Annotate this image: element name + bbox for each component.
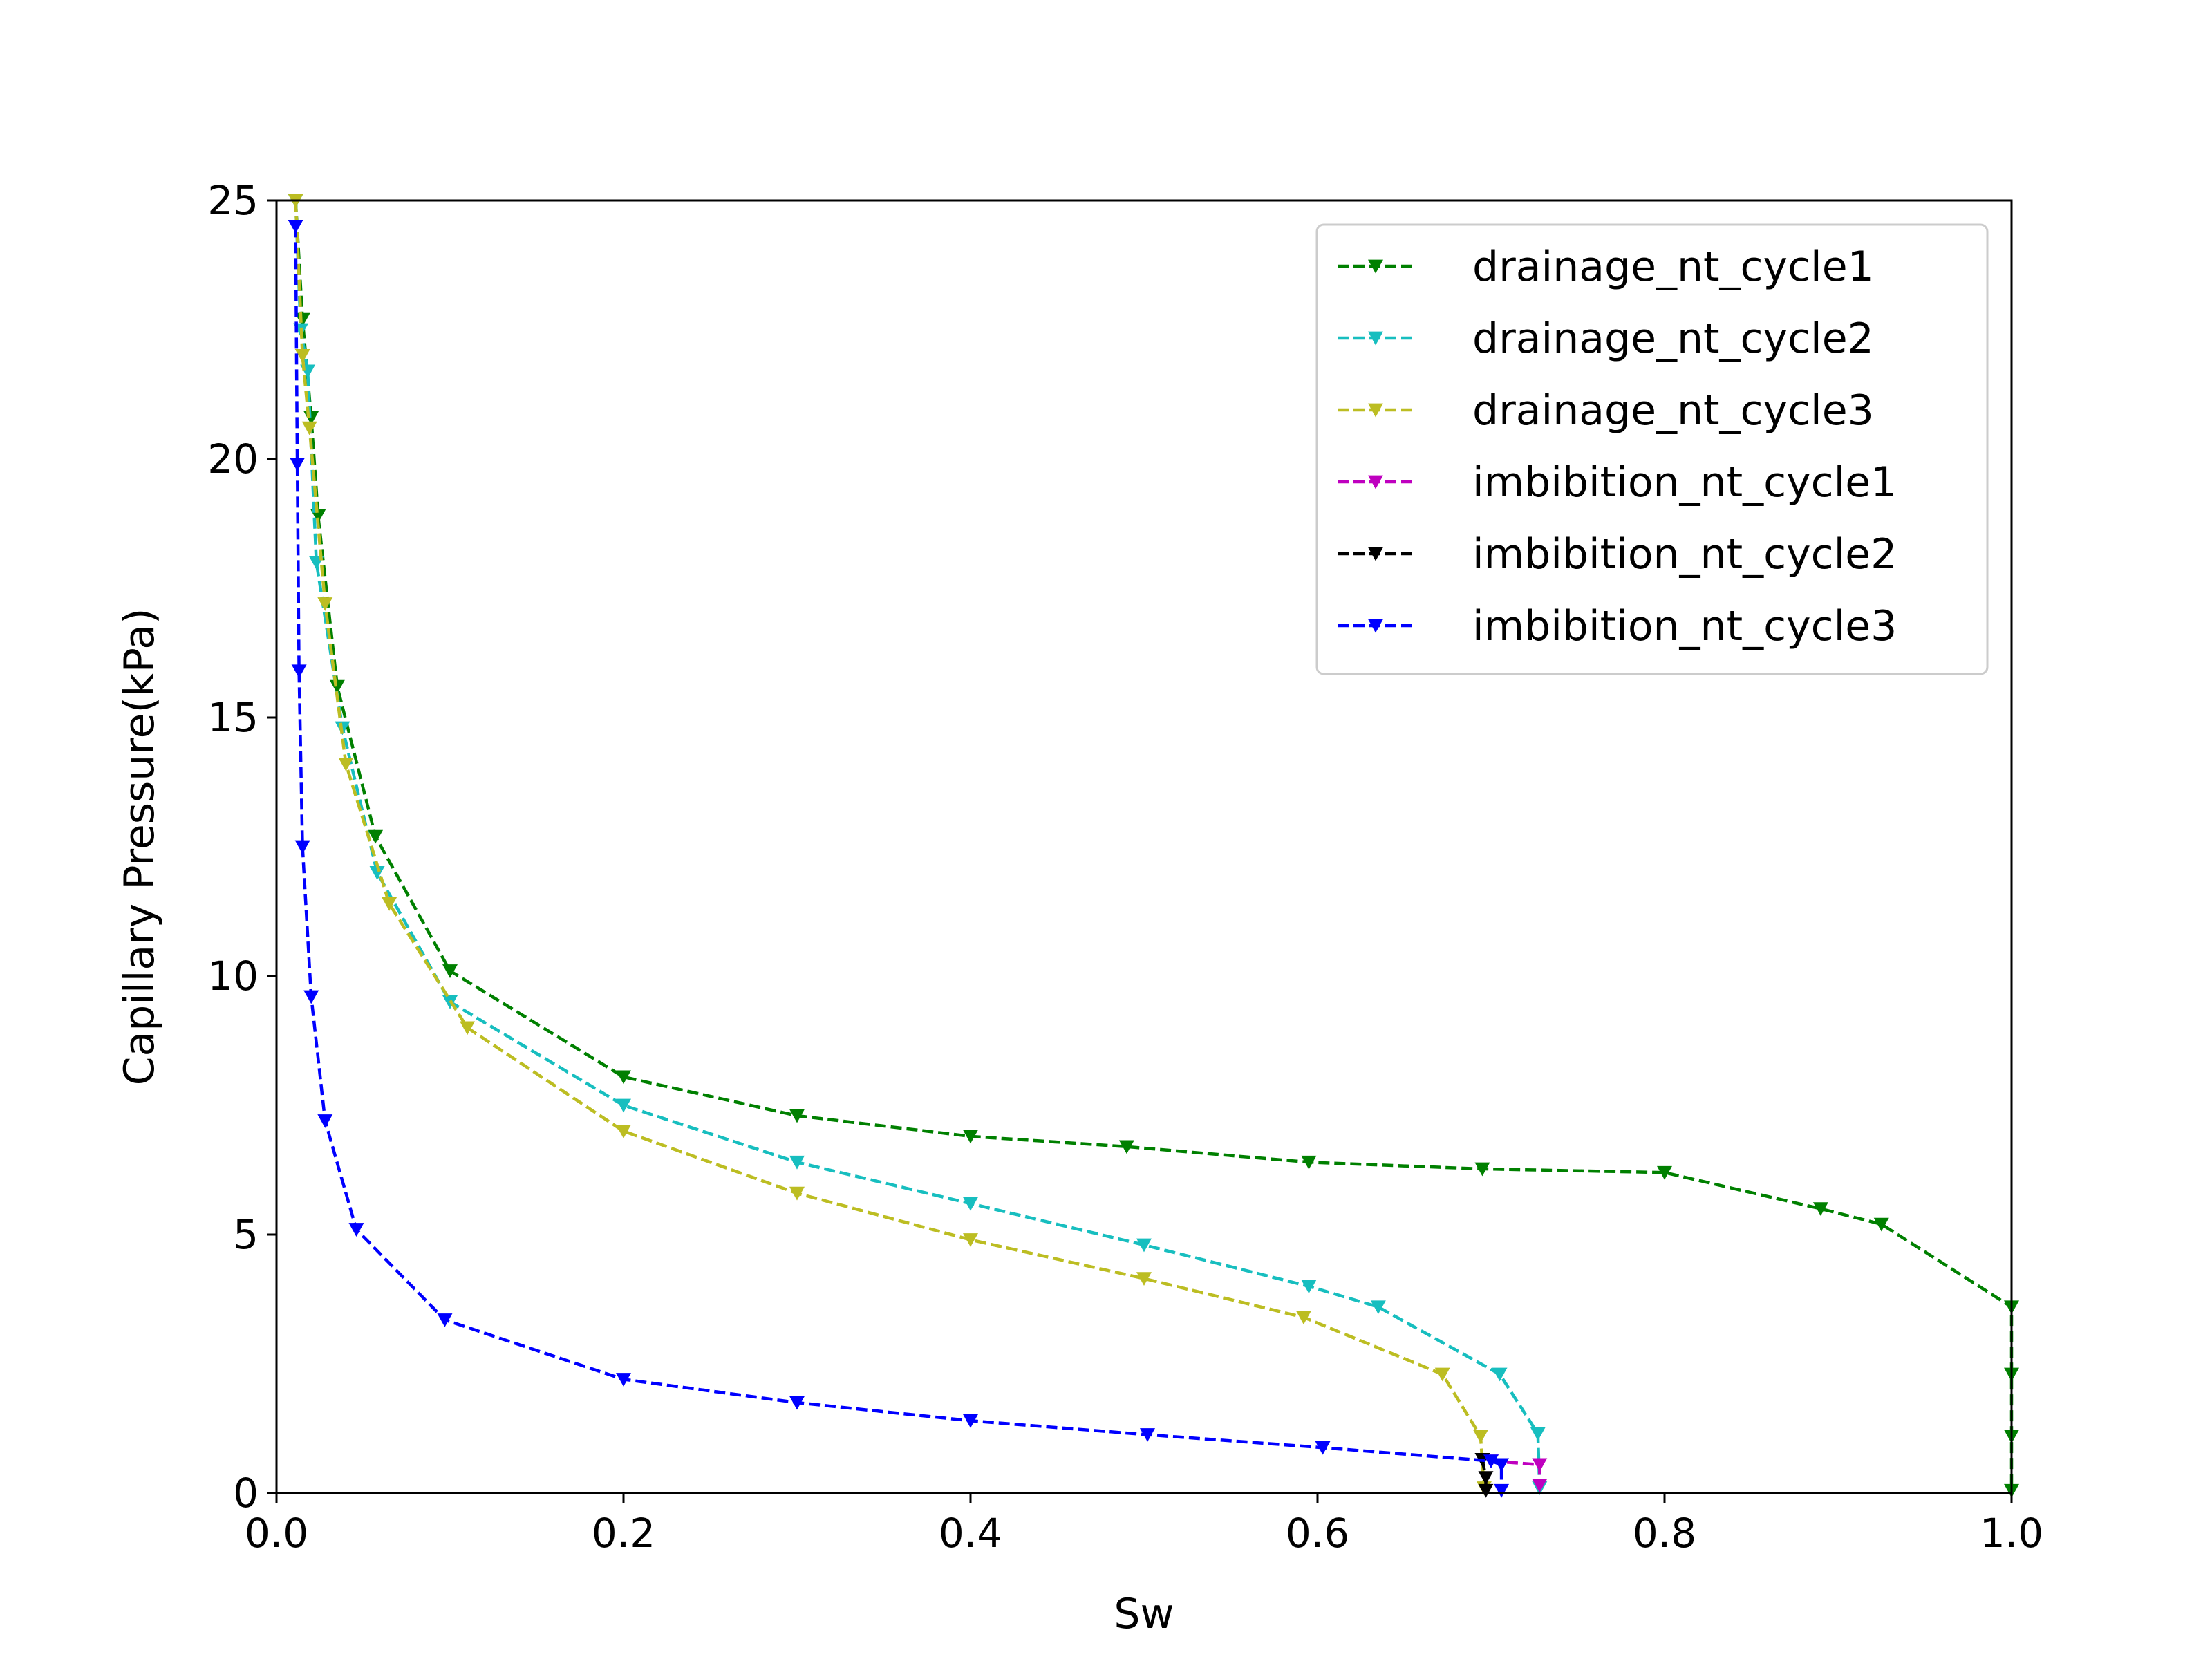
data-point xyxy=(1315,1441,1331,1455)
x-tick-label: 0.0 xyxy=(245,1510,308,1557)
data-point xyxy=(288,220,303,234)
data-point xyxy=(1140,1428,1156,1442)
x-tick-label: 0.6 xyxy=(1286,1510,1349,1557)
data-point xyxy=(382,897,397,911)
data-point xyxy=(963,1130,978,1144)
data-point xyxy=(1483,1454,1499,1469)
data-point xyxy=(1478,1483,1494,1498)
legend-label: imbibition_nt_cycle3 xyxy=(1472,602,1897,650)
x-tick-label: 0.2 xyxy=(592,1510,655,1557)
data-point xyxy=(1494,1483,1510,1498)
legend: drainage_nt_cycle1 drainage_nt_cycle2drai… xyxy=(1315,223,1989,675)
series-layer xyxy=(288,194,2019,1498)
legend-label: drainage_nt_cycle3 xyxy=(1472,386,1874,435)
legend-label: imbibition_nt_cycle2 xyxy=(1472,530,1897,579)
data-point xyxy=(294,840,310,854)
y-tick-label: 10 xyxy=(207,953,259,1000)
legend-label: drainage_nt_cycle2 xyxy=(1472,315,1874,363)
data-point xyxy=(291,664,307,679)
data-point xyxy=(317,597,333,611)
x-tick-label: 0.8 xyxy=(1633,1510,1696,1557)
data-point xyxy=(1434,1367,1450,1382)
y-axis: 0 5 10 15 20 25 xyxy=(207,177,276,1517)
x-tick-label: 0.4 xyxy=(939,1510,1002,1557)
x-axis-label: Sw xyxy=(1114,1590,1174,1638)
data-point xyxy=(368,830,384,844)
series-line xyxy=(294,200,1541,1488)
data-point xyxy=(789,1186,805,1201)
legend-marker xyxy=(1368,547,1383,561)
data-point xyxy=(303,990,319,1004)
data-point xyxy=(1478,1471,1494,1485)
data-point xyxy=(1812,1202,1828,1217)
data-point xyxy=(290,458,306,471)
series-line xyxy=(294,200,1486,1488)
plot-frame xyxy=(275,199,2013,1494)
data-point xyxy=(789,1155,805,1170)
legend-marker xyxy=(1368,259,1383,274)
data-point xyxy=(1532,1458,1548,1472)
y-tick-label: 20 xyxy=(207,435,259,482)
legend-marker xyxy=(1368,331,1383,346)
x-axis: 0.0 0.2 0.4 0.6 0.8 1.0 xyxy=(245,1493,2043,1557)
y-tick-label: 5 xyxy=(233,1211,259,1258)
legend-entry: imbibition_nt_cycle1 xyxy=(1338,458,1897,507)
data-point xyxy=(789,1396,805,1410)
data-point xyxy=(616,1098,631,1113)
data-point xyxy=(963,1233,978,1247)
data-point xyxy=(338,757,354,771)
y-axis-label: Capillary Pressure(kPa) xyxy=(115,608,164,1086)
data-point xyxy=(1136,1272,1152,1286)
data-point xyxy=(616,1373,631,1387)
data-point xyxy=(616,1125,631,1138)
data-point xyxy=(1474,1162,1490,1177)
data-point xyxy=(1370,1300,1386,1315)
legend-marker xyxy=(1368,475,1383,489)
legend-entry: drainage_nt_cycle2 xyxy=(1338,315,1874,363)
legend-marker xyxy=(1368,619,1383,633)
legend-box xyxy=(1315,223,1989,675)
y-tick-label: 0 xyxy=(233,1470,259,1517)
legend-entry: imbibition_nt_cycle2 xyxy=(1338,530,1897,579)
data-point xyxy=(294,349,310,363)
data-point xyxy=(1301,1280,1317,1294)
data-point xyxy=(963,1414,978,1428)
legend-entry: imbibition_nt_cycle3 xyxy=(1338,602,1897,650)
data-point xyxy=(460,1021,476,1035)
data-point xyxy=(616,1070,631,1085)
data-point xyxy=(369,866,385,880)
data-point xyxy=(310,509,326,523)
data-point xyxy=(1530,1427,1546,1441)
data-point xyxy=(789,1109,805,1123)
legend-marker xyxy=(1368,403,1383,418)
data-point xyxy=(1494,1458,1510,1472)
legend-label: drainage_nt_cycle1 xyxy=(1472,243,1874,291)
data-point xyxy=(329,679,345,694)
data-point xyxy=(1136,1238,1152,1253)
legend-entry: drainage_nt_cycle1 xyxy=(1338,243,1874,291)
legend-label: imbibition_nt_cycle1 xyxy=(1472,458,1897,507)
data-point xyxy=(963,1197,978,1211)
data-point xyxy=(348,1223,364,1237)
series-line xyxy=(294,226,1503,1491)
data-point xyxy=(1295,1311,1311,1325)
data-point xyxy=(1532,1479,1548,1493)
y-tick-label: 15 xyxy=(207,694,259,741)
data-point xyxy=(1873,1217,1889,1232)
data-point xyxy=(1118,1140,1134,1154)
data-point xyxy=(1492,1367,1508,1382)
data-point xyxy=(301,421,317,435)
data-point xyxy=(442,964,458,978)
x-tick-label: 1.0 xyxy=(1980,1510,2043,1557)
data-point xyxy=(437,1313,453,1327)
y-tick-label: 25 xyxy=(207,177,259,224)
legend-entry: drainage_nt_cycle3 xyxy=(1338,386,1874,435)
data-point xyxy=(1301,1155,1317,1170)
data-point xyxy=(1472,1430,1488,1444)
series-imbibition_nt_cycle3 xyxy=(288,220,1510,1498)
data-point xyxy=(1657,1165,1672,1180)
data-point xyxy=(317,1114,333,1128)
